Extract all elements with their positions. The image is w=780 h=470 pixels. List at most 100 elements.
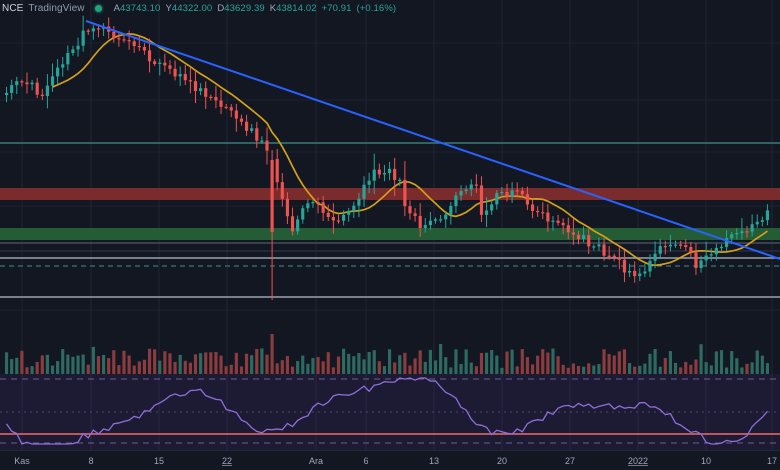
candle-body — [643, 271, 647, 274]
candle-body — [61, 64, 65, 68]
volume-bar — [643, 363, 647, 374]
volume-bar — [127, 355, 131, 374]
volume-bar — [725, 367, 729, 374]
volume-bar — [20, 350, 24, 374]
volume-bar — [199, 353, 203, 374]
candle-body — [117, 38, 121, 40]
volume-bar — [587, 363, 591, 374]
volume-bar — [495, 355, 499, 374]
candle-body — [142, 46, 147, 51]
volume-bar — [61, 349, 65, 374]
volume-bar — [648, 353, 652, 374]
candle-body — [30, 82, 34, 85]
candle-body — [112, 31, 116, 39]
ohlc-legend: A 43743.10 Y 44322.00 D 43629.39 K 43814.02 … — [114, 3, 397, 14]
candle-body — [239, 118, 244, 122]
candle-body — [428, 220, 432, 226]
x-axis-tick: 6 — [363, 456, 369, 466]
volume-bar — [699, 344, 703, 374]
volume-bar — [81, 354, 85, 374]
price-panel[interactable] — [0, 0, 780, 330]
volume-bar — [760, 355, 764, 374]
candle-body — [270, 160, 274, 232]
volume-bar — [765, 363, 770, 374]
candle-body — [122, 39, 126, 41]
volume-bar — [296, 361, 300, 374]
candle-body — [735, 233, 739, 235]
volume-bar — [153, 349, 157, 374]
candle-body — [260, 140, 264, 142]
volume-bar — [234, 352, 238, 374]
volume-bar — [56, 361, 60, 374]
candle-body — [638, 273, 642, 277]
candle-body — [147, 50, 152, 62]
candle-body — [617, 257, 621, 260]
volume-bar — [750, 362, 754, 374]
volume-bar — [107, 358, 111, 374]
candle-body — [510, 190, 514, 197]
volume-bar — [142, 359, 147, 374]
x-axis[interactable]: Kas 8 15 22 Ara 6 13 20 27 2022 10 17 — [0, 450, 780, 470]
x-axis-tick: Kas — [14, 456, 30, 466]
x-axis-tick: 15 — [153, 456, 165, 466]
candle-body — [326, 212, 330, 218]
candle-body — [40, 94, 44, 97]
candle-body — [740, 231, 744, 234]
volume-bar — [4, 352, 9, 374]
candle-body — [71, 49, 75, 54]
volume-bar — [658, 366, 662, 374]
volume-bar — [398, 355, 402, 374]
volume-bar — [40, 355, 44, 374]
candle-body — [15, 81, 19, 86]
candle-body — [10, 85, 14, 93]
candle-body — [178, 74, 182, 77]
symbol-label[interactable]: NCE — [2, 3, 24, 14]
volume-bar — [25, 367, 29, 374]
volume-bar — [101, 354, 106, 374]
candle-body — [530, 204, 535, 211]
volume-bar — [459, 363, 463, 374]
candle-body — [86, 30, 90, 32]
volume-panel[interactable] — [0, 330, 780, 374]
volume-bar — [50, 365, 55, 374]
support-zone — [0, 228, 780, 240]
candle-body — [760, 220, 764, 222]
candle-body — [653, 253, 657, 261]
x-axis-tick: Ara — [308, 456, 324, 466]
ohlc-high-value: 44322.00 — [171, 3, 213, 14]
tradingview-label[interactable]: TradingView — [28, 3, 85, 14]
volume-bar — [117, 365, 121, 374]
candle-body — [464, 189, 468, 192]
ohlc-high-label: Y — [165, 3, 172, 14]
candle-body — [342, 214, 346, 221]
candle-body — [81, 30, 85, 46]
oscillator-panel[interactable] — [0, 374, 780, 450]
candle-body — [587, 235, 591, 247]
x-axis-tick: 27 — [564, 456, 576, 466]
volume-bar — [719, 350, 724, 374]
candle-body — [505, 192, 509, 197]
volume-bar — [653, 349, 657, 374]
volume-bar — [275, 363, 279, 374]
candle-body — [515, 190, 519, 192]
volume-bar — [132, 365, 136, 374]
candle-body — [607, 255, 611, 257]
volume-bar — [326, 352, 330, 374]
volume-bar — [321, 361, 325, 374]
candle-body — [627, 270, 632, 273]
candle-body — [566, 225, 570, 233]
volume-bar — [10, 359, 14, 374]
volume-bar — [183, 360, 187, 374]
volume-bar — [413, 358, 417, 374]
volume-bar — [704, 362, 708, 374]
volume-bar — [214, 352, 218, 374]
volume-bar — [673, 362, 678, 374]
candle-body — [403, 179, 407, 207]
volume-bar — [607, 354, 611, 374]
volume-bar — [15, 357, 19, 374]
oscillator-plot — [0, 374, 780, 450]
volume-bar — [505, 351, 509, 374]
candle-body — [418, 215, 422, 228]
candle-body — [525, 194, 530, 205]
volume-bar — [204, 352, 208, 374]
